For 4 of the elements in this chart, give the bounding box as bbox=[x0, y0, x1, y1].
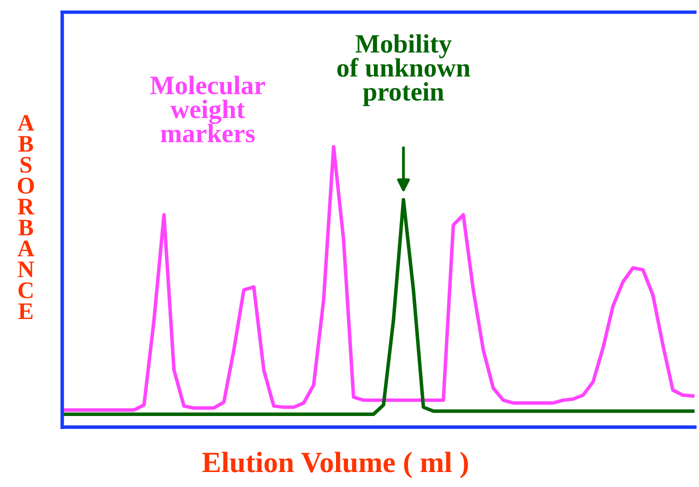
text: Molecular weight markers bbox=[150, 76, 266, 142]
x-axis-title: Elution Volume ( ml ) bbox=[202, 452, 468, 478]
text: ABSORBANCE bbox=[18, 115, 35, 319]
text: Mobility of unknown protein bbox=[337, 34, 470, 106]
